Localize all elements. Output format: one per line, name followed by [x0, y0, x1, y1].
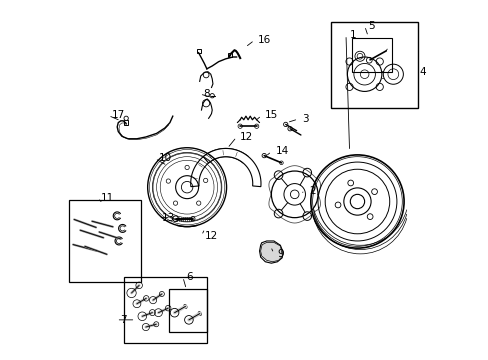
Polygon shape: [259, 241, 283, 263]
Bar: [69, 200, 140, 282]
Bar: [169, 289, 206, 332]
Polygon shape: [203, 148, 261, 186]
Bar: [351, 39, 391, 72]
Bar: [227, 53, 232, 57]
Text: 13: 13: [162, 213, 175, 222]
Text: 7: 7: [120, 315, 126, 325]
Text: 5: 5: [367, 21, 374, 31]
Text: 8: 8: [203, 89, 209, 99]
Text: 14: 14: [275, 146, 288, 156]
Text: 17: 17: [112, 111, 125, 121]
Polygon shape: [260, 242, 282, 262]
Text: 9: 9: [277, 248, 284, 258]
Circle shape: [124, 116, 128, 121]
Text: 12: 12: [240, 132, 253, 142]
Bar: [330, 22, 418, 108]
Text: 6: 6: [186, 272, 193, 282]
Text: 3: 3: [301, 114, 308, 124]
Text: 2: 2: [308, 186, 315, 196]
Text: 12: 12: [204, 231, 218, 240]
Text: 11: 11: [101, 193, 114, 203]
Text: 10: 10: [158, 153, 171, 163]
Text: 1: 1: [349, 30, 355, 40]
Bar: [124, 277, 206, 343]
Polygon shape: [190, 148, 248, 186]
Bar: [197, 49, 201, 53]
Text: 15: 15: [265, 111, 278, 121]
Text: 16: 16: [258, 35, 271, 45]
Text: 4: 4: [419, 67, 425, 77]
Bar: [124, 120, 128, 125]
